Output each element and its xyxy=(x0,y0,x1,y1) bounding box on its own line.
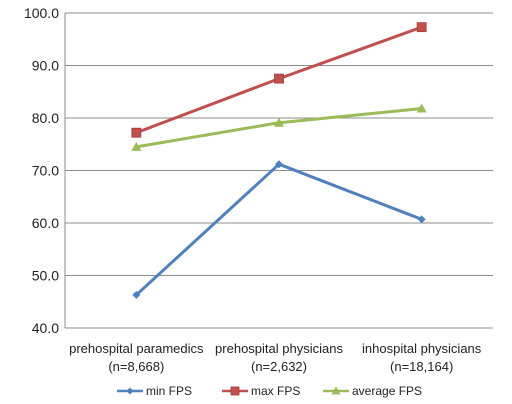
data-point xyxy=(274,73,284,84)
data-point xyxy=(132,290,141,299)
legend: min FPS max FPS average FPS xyxy=(117,384,422,398)
x-tick-label: (n=8,668) xyxy=(108,359,164,374)
x-tick-label: (n=18,164) xyxy=(390,359,453,374)
y-tick-label: 60.0 xyxy=(32,215,59,231)
y-tick-label: 90.0 xyxy=(32,58,59,74)
series-line xyxy=(136,107,422,149)
data-point xyxy=(416,103,427,113)
y-axis: 40.0 50.0 60.0 70.0 80.0 90.0 100.0 xyxy=(24,5,66,336)
data-point xyxy=(416,22,427,33)
legend-marker xyxy=(126,387,134,395)
legend-label: average FPS xyxy=(352,384,422,398)
data-point xyxy=(417,215,426,224)
data-point xyxy=(274,117,284,127)
y-tick-label: 70.0 xyxy=(32,163,59,179)
plot-series xyxy=(131,22,427,299)
data-point xyxy=(131,127,142,138)
y-tick-label: 100.0 xyxy=(24,5,59,21)
gridlines xyxy=(65,12,493,329)
y-tick-label: 80.0 xyxy=(32,110,59,126)
legend-marker xyxy=(331,386,341,395)
series-min-fps xyxy=(132,160,426,299)
y-tick-label: 40.0 xyxy=(32,320,59,336)
data-point xyxy=(275,160,283,169)
x-tick-label: (n=2,632) xyxy=(251,359,307,374)
x-tick-label: inhospital physicians xyxy=(362,341,482,356)
x-tick-label: prehospital physicians xyxy=(215,341,343,356)
x-tick-label: prehospital paramedics xyxy=(69,341,204,356)
legend-item: average FPS xyxy=(323,384,422,398)
data-point xyxy=(131,141,142,151)
legend-item: max FPS xyxy=(222,384,300,398)
series-average-fps xyxy=(131,103,427,151)
legend-marker xyxy=(230,386,240,396)
legend-label: max FPS xyxy=(251,384,300,398)
x-axis: prehospital paramedics (n=8,668) prehospit… xyxy=(65,327,493,374)
y-tick-label: 50.0 xyxy=(32,268,59,284)
series-max-fps xyxy=(131,22,427,138)
legend-item: min FPS xyxy=(117,384,192,398)
legend-label: min FPS xyxy=(146,384,192,398)
